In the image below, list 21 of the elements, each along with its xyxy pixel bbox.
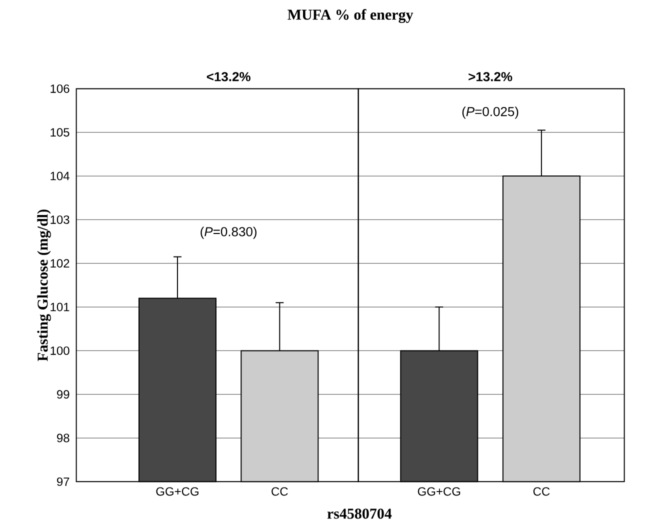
- y-tick-label: 106: [50, 84, 70, 93]
- x-tick-label: GG+CG: [156, 487, 198, 496]
- x-tick-label: CC: [272, 487, 288, 496]
- y-tick-label: 104: [50, 172, 70, 180]
- chart-title: MUFA % of energy: [288, 9, 414, 23]
- y-tick-label: 101: [50, 302, 70, 312]
- chart-subtitle: <13.2%: [206, 72, 250, 82]
- x-axis-title: rs4580704: [327, 508, 392, 519]
- y-tick-label: 105: [50, 128, 70, 137]
- chart-subtitle: >13.2%: [468, 72, 512, 82]
- annotation: (P=0.025): [462, 106, 518, 119]
- x-tick-label: GG+CG: [418, 487, 460, 496]
- x-tick-label: CC: [533, 487, 550, 496]
- y-tick-label: 99: [57, 390, 70, 399]
- annotation: (P=0.830): [200, 226, 256, 239]
- y-tick-label: 100: [50, 346, 70, 355]
- y-axis-title: Fasting Glucose (mg/dl): [37, 210, 51, 362]
- y-tick-label: 98: [57, 434, 70, 442]
- y-tick-label: 103: [50, 215, 70, 224]
- y-tick-label: 102: [50, 259, 70, 268]
- y-tick-label: 97: [57, 477, 70, 486]
